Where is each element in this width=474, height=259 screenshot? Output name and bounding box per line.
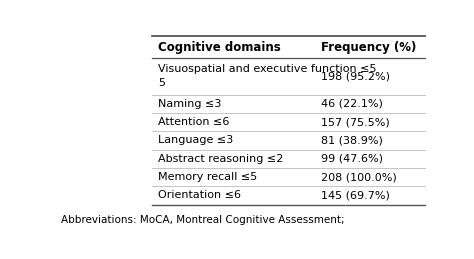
Text: Memory recall ≤5: Memory recall ≤5 (158, 172, 257, 182)
Text: Naming ≤3: Naming ≤3 (158, 99, 221, 109)
Text: Cognitive domains: Cognitive domains (158, 41, 281, 54)
Text: 208 (100.0%): 208 (100.0%) (321, 172, 397, 182)
Text: Language ≤3: Language ≤3 (158, 135, 233, 146)
Text: 5: 5 (158, 78, 165, 88)
Text: Visuospatial and executive function ≤5: Visuospatial and executive function ≤5 (158, 64, 376, 74)
Text: Abstract reasoning ≤2: Abstract reasoning ≤2 (158, 154, 283, 164)
Text: 81 (38.9%): 81 (38.9%) (321, 135, 383, 146)
Text: 157 (75.5%): 157 (75.5%) (321, 117, 390, 127)
Text: Frequency (%): Frequency (%) (321, 41, 417, 54)
Text: 198 (95.2%): 198 (95.2%) (321, 71, 390, 81)
Text: 99 (47.6%): 99 (47.6%) (321, 154, 383, 164)
Text: 145 (69.7%): 145 (69.7%) (321, 190, 390, 200)
Text: Attention ≤6: Attention ≤6 (158, 117, 229, 127)
Text: 46 (22.1%): 46 (22.1%) (321, 99, 383, 109)
Text: Orientation ≤6: Orientation ≤6 (158, 190, 241, 200)
Text: Abbreviations: MoCA, Montreal Cognitive Assessment;: Abbreviations: MoCA, Montreal Cognitive … (61, 214, 345, 225)
